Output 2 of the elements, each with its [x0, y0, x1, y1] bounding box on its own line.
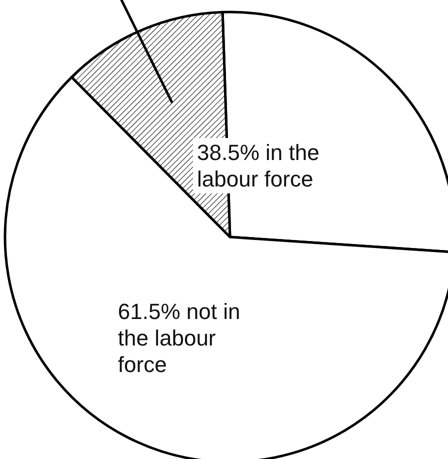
slice-label: 61.5% not in the labour force: [118, 299, 240, 377]
text: 38.5% in the labour force: [197, 140, 320, 192]
